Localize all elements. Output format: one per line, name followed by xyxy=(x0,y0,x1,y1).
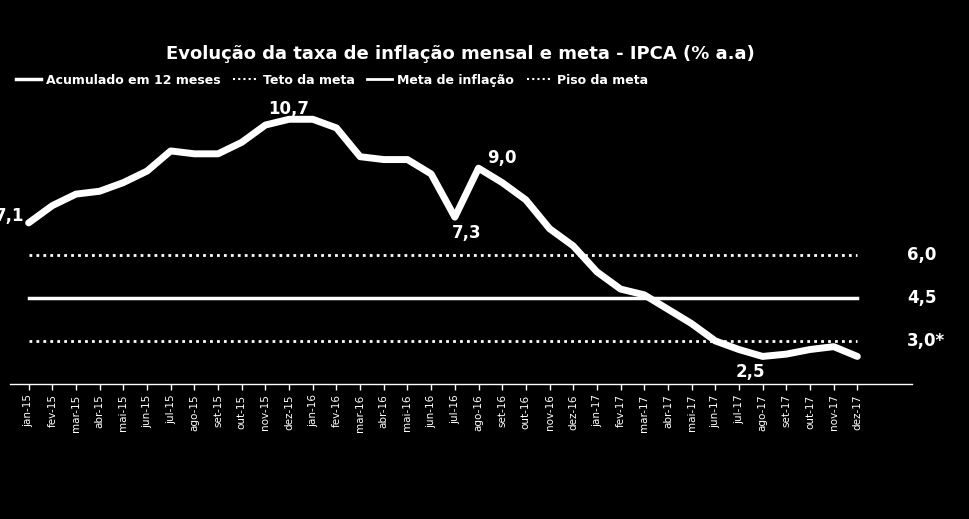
Text: 10,7: 10,7 xyxy=(268,100,309,118)
Text: 3,0*: 3,0* xyxy=(906,332,944,350)
Text: 2,5: 2,5 xyxy=(735,363,765,381)
Text: 6,0: 6,0 xyxy=(906,245,935,264)
Text: 9,0: 9,0 xyxy=(487,149,516,167)
Text: 7,3: 7,3 xyxy=(452,224,481,242)
Text: 4,5: 4,5 xyxy=(906,289,936,307)
Text: 7,1: 7,1 xyxy=(0,207,24,225)
Title: Evolução da taxa de inflação mensal e meta - IPCA (% a.a): Evolução da taxa de inflação mensal e me… xyxy=(167,45,754,63)
Legend: Acumulado em 12 meses, Teto da meta, Meta de inflação, Piso da meta: Acumulado em 12 meses, Teto da meta, Met… xyxy=(16,74,647,87)
